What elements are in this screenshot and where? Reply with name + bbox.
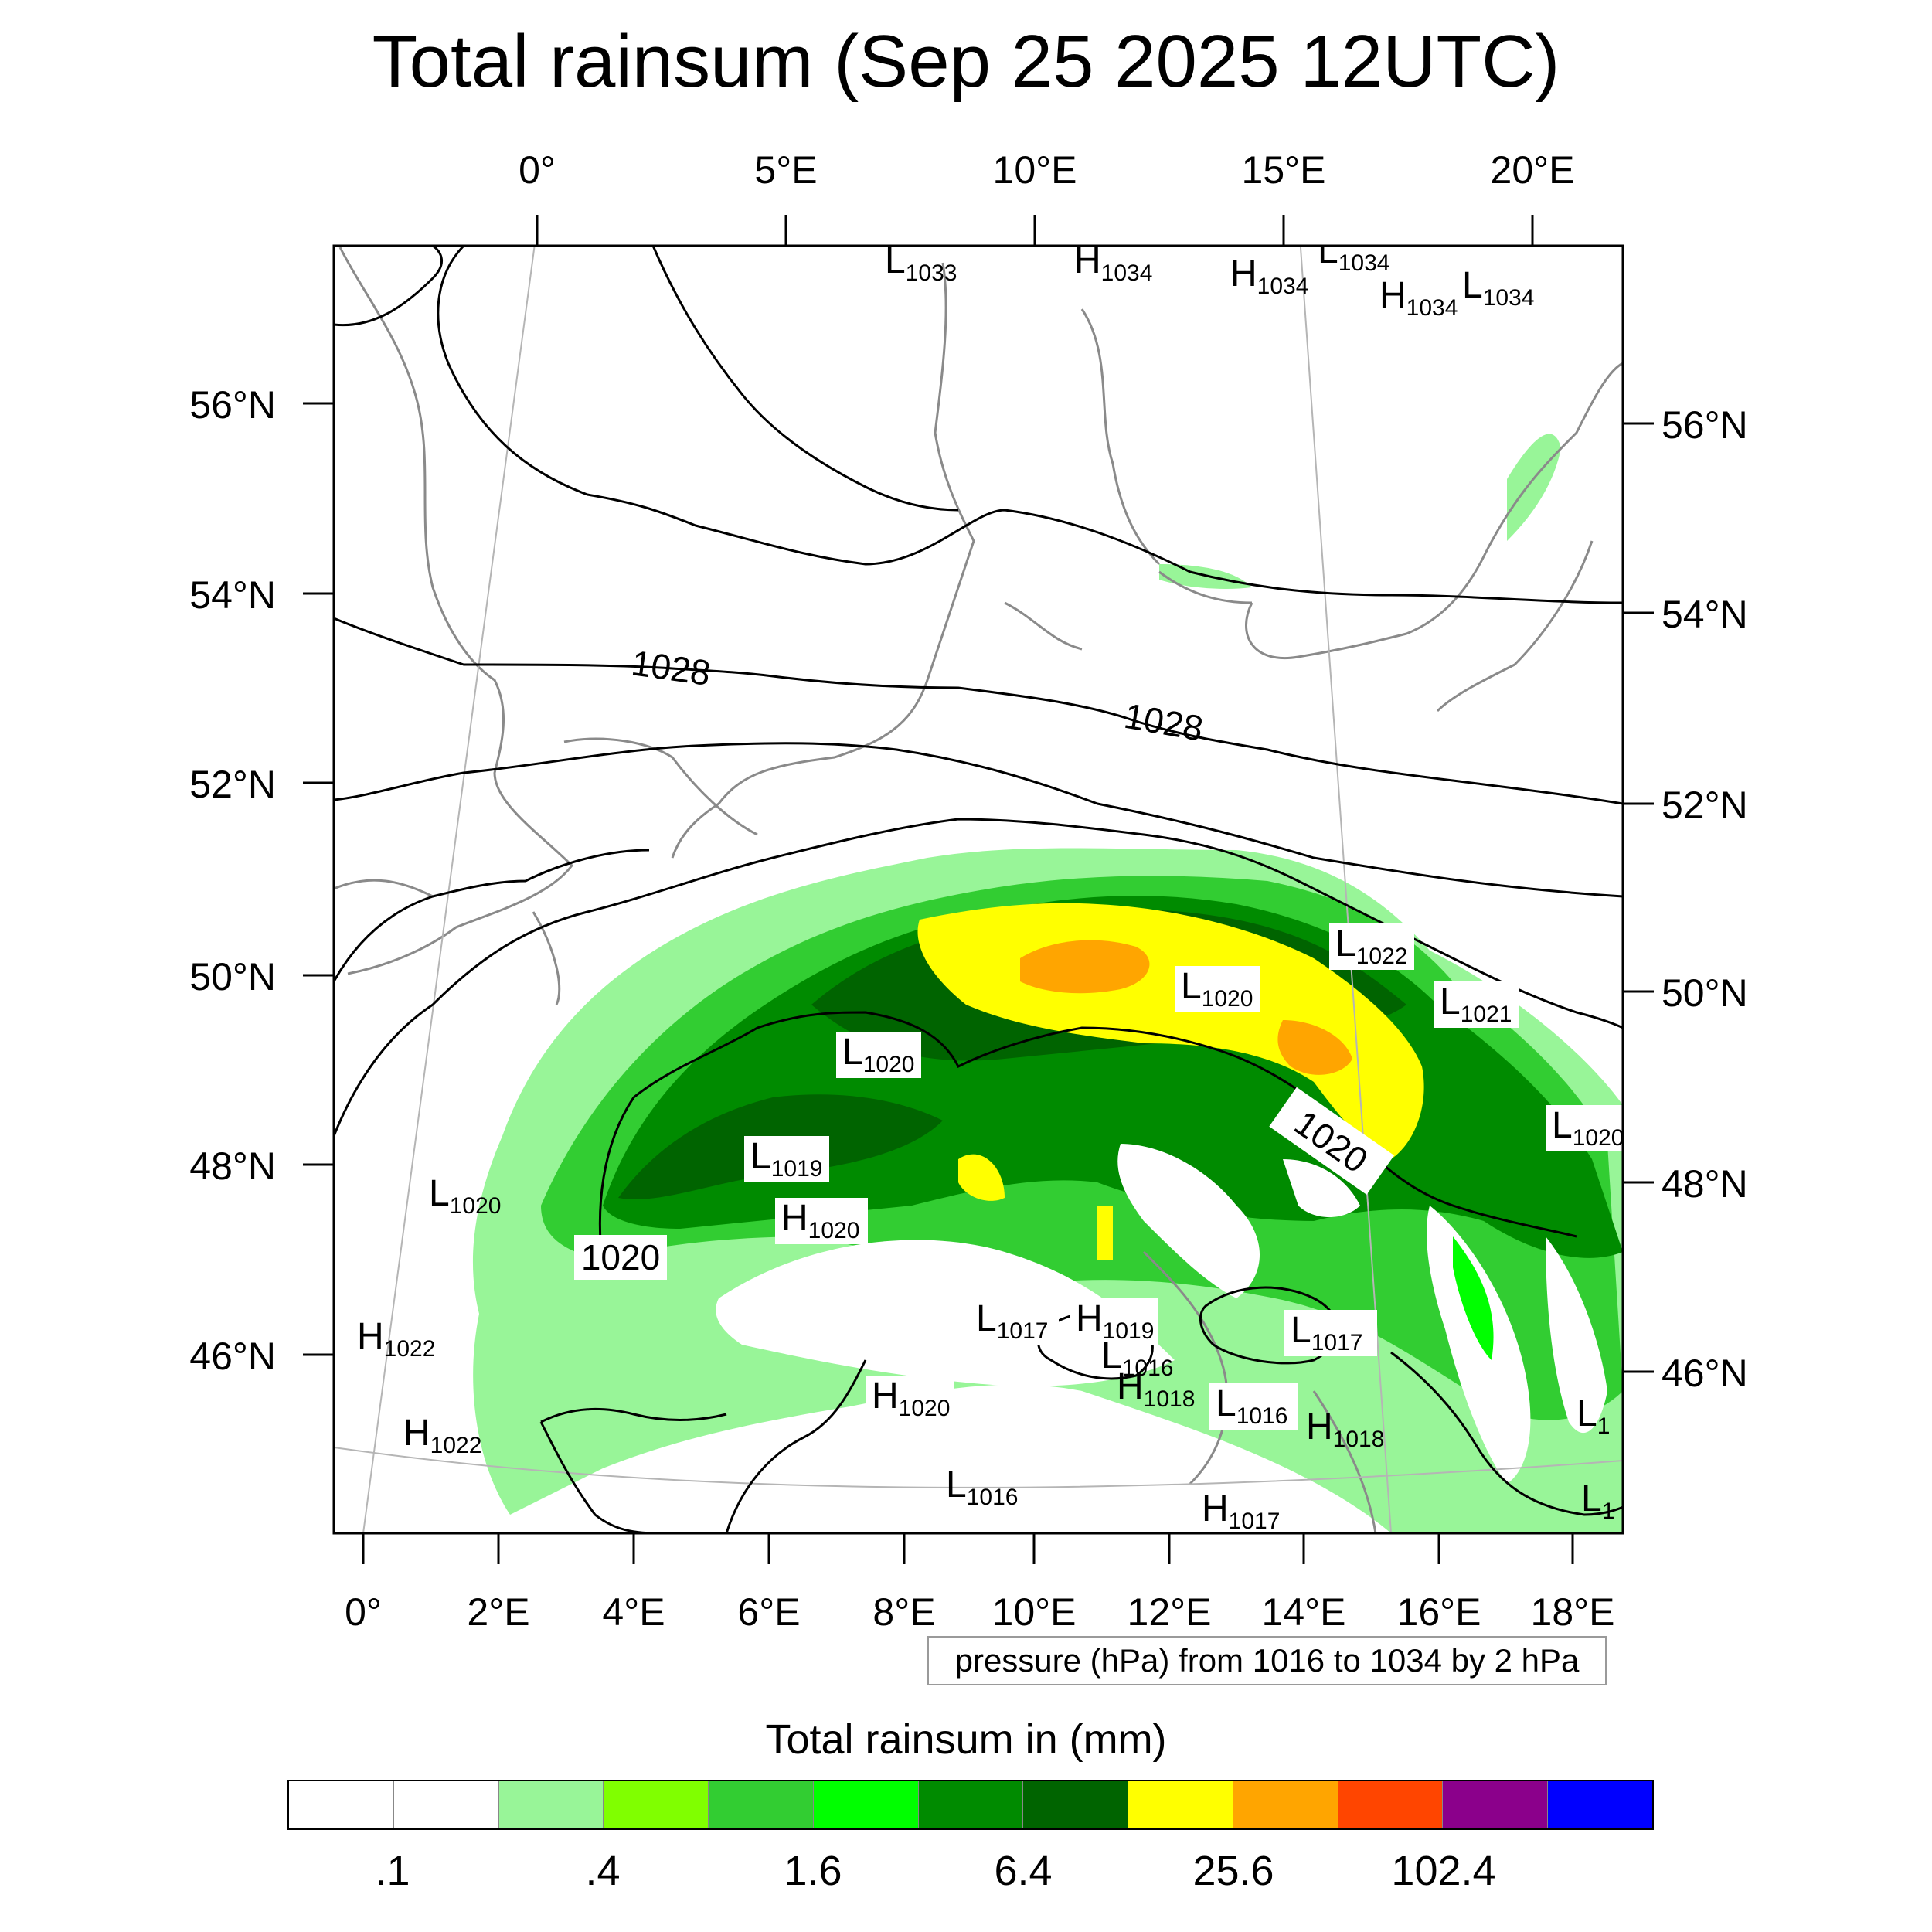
colorbar-label: 1.6 (784, 1848, 842, 1894)
bottom-lon-label: 18°E (1531, 1590, 1615, 1634)
right-lat-label: 50°N (1662, 971, 1748, 1015)
pressure-center: L1017 (1291, 1310, 1362, 1355)
pressure-center: L1 (1577, 1393, 1610, 1439)
pressure-center: L1021 (1440, 981, 1512, 1027)
pressure-center: H1019 (1076, 1298, 1154, 1344)
pressure-center: H1034 (1074, 240, 1152, 286)
top-lon-label: 15°E (1242, 148, 1326, 192)
pressure-center: L1016 (946, 1464, 1018, 1510)
pressure-center: H1018 (1306, 1406, 1384, 1452)
left-axis (303, 402, 334, 1356)
top-lon-label: 10°E (993, 148, 1077, 192)
left-lat-label: 48°N (189, 1145, 276, 1188)
pressure-center: H1020 (781, 1198, 859, 1243)
pressure-center: H1034 (1230, 253, 1308, 299)
pressure-center: H1020 (872, 1376, 950, 1421)
pressure-center: L1016 (1216, 1383, 1287, 1429)
colorbar-cell (1023, 1781, 1129, 1828)
left-lat-label: 54°N (189, 573, 276, 617)
left-lat-label: 52°N (189, 763, 276, 806)
pressure-center: H1022 (403, 1413, 481, 1458)
bottom-lon-label: 16°E (1397, 1590, 1481, 1634)
pressure-center: L1017 (976, 1298, 1048, 1344)
colorbar-cell (709, 1781, 814, 1828)
colorbar-cell (1548, 1781, 1652, 1828)
right-lat-label: 52°N (1662, 784, 1748, 827)
colorbar-cell (604, 1781, 709, 1828)
pressure-center: H1034 (1379, 275, 1458, 321)
colorbar-label: 25.6 (1192, 1848, 1274, 1894)
map-title: Total rainsum (Sep 25 2025 12UTC) (372, 20, 1560, 103)
colorbar-label: 102.4 (1391, 1848, 1496, 1894)
pressure-center: L1 (1581, 1478, 1614, 1524)
map-frame (332, 244, 1624, 1535)
colorbar-label: 6.4 (994, 1848, 1053, 1894)
right-lat-label: 54°N (1662, 593, 1748, 636)
right-lat-label: 56°N (1662, 403, 1748, 447)
pressure-centers: L1033 H1034 H1034 L1034 H1034 L1034 L102… (357, 230, 1624, 1534)
pressure-center: L1034 (1462, 265, 1534, 311)
top-lon-label: 20°E (1491, 148, 1575, 192)
bottom-lon-label: 14°E (1262, 1590, 1346, 1634)
isobar-label: 1020 (581, 1237, 660, 1277)
pressure-center: L1020 (1181, 966, 1253, 1012)
pressure-center: L1020 (842, 1032, 914, 1077)
top-lon-label: 0° (519, 148, 556, 192)
pressure-center: H1017 (1202, 1488, 1280, 1534)
colorbar-label: .1 (375, 1848, 410, 1894)
bottom-lon-label: 4°E (602, 1590, 665, 1634)
bottom-lon-label: 0° (345, 1590, 382, 1634)
right-axis (1623, 422, 1654, 1373)
colorbar-cell (393, 1781, 499, 1828)
pressure-center: L1020 (429, 1173, 501, 1219)
colorbar-cell (1233, 1781, 1338, 1828)
bottom-lon-label: 10°E (992, 1590, 1077, 1634)
bottom-axis (362, 1533, 1574, 1564)
pressure-center: H1022 (357, 1316, 435, 1362)
bottom-lon-label: 6°E (737, 1590, 800, 1634)
bottom-lon-label: 12°E (1128, 1590, 1212, 1634)
left-lat-label: 56°N (189, 383, 276, 427)
top-lon-label: 5°E (754, 148, 817, 192)
isobars (334, 246, 1623, 1533)
colorbar-title: Total rainsum in (mm) (765, 1716, 1167, 1763)
pressure-center: L1019 (750, 1136, 822, 1182)
colorbar-cell (1338, 1781, 1444, 1828)
right-lat-label: 46°N (1662, 1352, 1748, 1395)
left-lat-label: 46°N (189, 1335, 276, 1378)
pressure-center: L1020 (1552, 1105, 1624, 1151)
colorbar-cell (1128, 1781, 1233, 1828)
colorbar-label: .4 (585, 1848, 621, 1894)
right-lat-label: 48°N (1662, 1162, 1748, 1206)
pressure-center: L1022 (1335, 923, 1407, 969)
colorbar-cell (918, 1781, 1024, 1828)
pressure-center: L1033 (885, 240, 957, 286)
top-axis (536, 215, 1534, 246)
colorbar-cell (813, 1781, 919, 1828)
bottom-lon-label: 8°E (872, 1590, 935, 1634)
colorbar (287, 1780, 1654, 1830)
left-lat-label: 50°N (189, 955, 276, 998)
bottom-lon-label: 2°E (467, 1590, 529, 1634)
pressure-center: L1016 (1101, 1335, 1173, 1381)
map-plot-area: 1028 1028 1020 1020 L1033 H1034 H1034 L1… (334, 230, 1624, 1534)
pressure-center: H1018 (1117, 1366, 1195, 1412)
colorbar-cell (498, 1781, 604, 1828)
colorbar-cell (1443, 1781, 1549, 1828)
colorbar-cell (289, 1781, 394, 1828)
pressure-info-box: pressure (hPa) from 1016 to 1034 by 2 hP… (927, 1636, 1607, 1685)
pressure-center: L1034 (1318, 230, 1389, 276)
